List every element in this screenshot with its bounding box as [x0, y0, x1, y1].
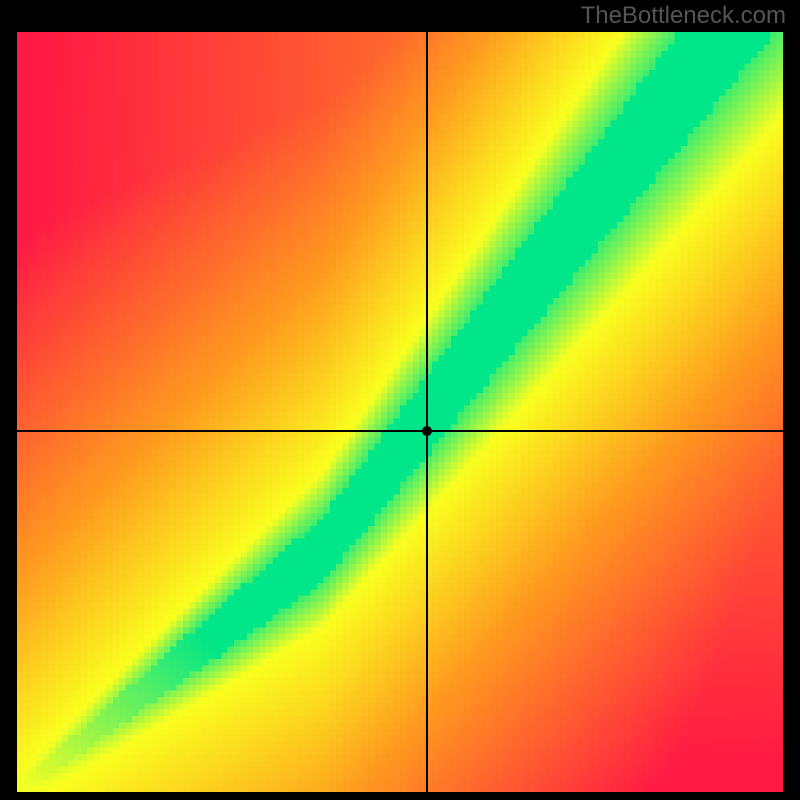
- watermark-text: TheBottleneck.com: [581, 2, 786, 30]
- bottleneck-heatmap: [17, 32, 783, 792]
- crosshair-marker: [422, 426, 432, 436]
- crosshair-horizontal: [17, 430, 783, 432]
- crosshair-vertical: [426, 32, 428, 792]
- chart-container: TheBottleneck.com: [0, 0, 800, 800]
